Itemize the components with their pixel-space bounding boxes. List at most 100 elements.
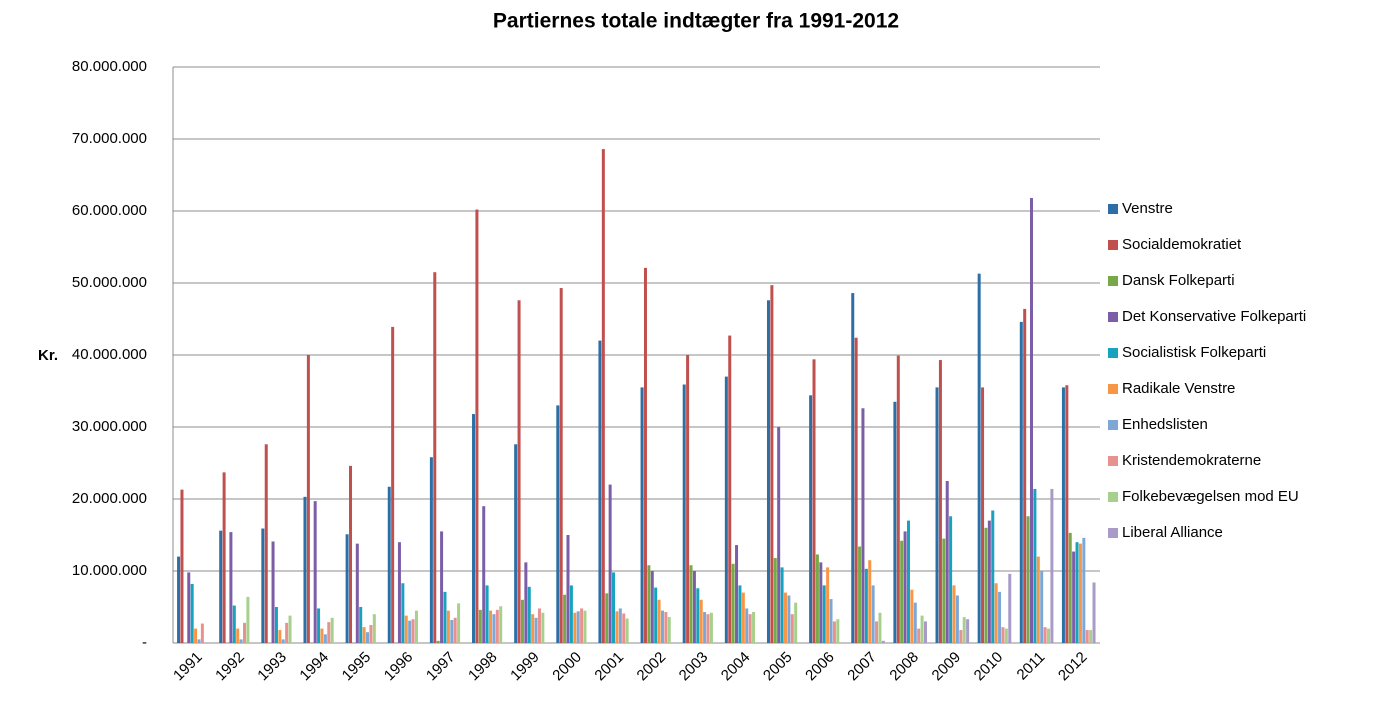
- bar: [187, 572, 191, 643]
- bar: [366, 632, 370, 643]
- bar: [243, 622, 247, 643]
- bar: [355, 543, 359, 643]
- legend-swatch: [1108, 204, 1118, 214]
- bar: [650, 571, 654, 643]
- bar: [822, 585, 826, 643]
- bar: [640, 387, 644, 643]
- bar: [261, 528, 265, 643]
- bar: [692, 571, 696, 643]
- bar: [1075, 542, 1079, 643]
- bar: [689, 565, 693, 643]
- y-tick-label: 70.000.000: [72, 130, 147, 147]
- bar: [472, 414, 476, 643]
- bar: [900, 540, 904, 643]
- bar: [429, 457, 433, 643]
- bar: [1040, 571, 1044, 643]
- bar: [1043, 627, 1047, 643]
- bar: [654, 587, 658, 643]
- bar: [815, 554, 819, 643]
- bar: [871, 585, 875, 643]
- bar: [527, 586, 531, 643]
- bar: [959, 630, 963, 643]
- legend-label: Radikale Venstre: [1122, 380, 1235, 397]
- bar: [981, 387, 985, 643]
- bar: [783, 592, 787, 643]
- bar: [313, 501, 317, 643]
- x-tick-label: 2003: [676, 649, 712, 685]
- bar: [686, 355, 690, 643]
- bar: [780, 567, 784, 643]
- bar: [278, 630, 282, 643]
- bar: [345, 534, 349, 643]
- bar: [766, 300, 770, 643]
- bar: [861, 408, 865, 643]
- legend-swatch: [1108, 528, 1118, 538]
- bar: [453, 617, 457, 643]
- x-tick-label: 1995: [339, 649, 375, 685]
- bar: [397, 542, 401, 643]
- bar: [197, 639, 201, 643]
- bar: [832, 621, 836, 643]
- bar: [945, 481, 949, 643]
- bar: [1029, 198, 1033, 644]
- bar: [893, 401, 897, 643]
- bar: [1033, 488, 1037, 643]
- x-tick-label: 1991: [170, 649, 206, 685]
- bar: [514, 444, 518, 643]
- legend-swatch: [1108, 348, 1118, 358]
- legend-label: Venstre: [1122, 200, 1173, 217]
- bar: [1019, 321, 1023, 643]
- x-tick-label: 1997: [423, 649, 459, 685]
- bar: [475, 209, 479, 643]
- bar: [777, 427, 781, 643]
- x-tick-label: 2012: [1055, 649, 1091, 685]
- bar: [942, 538, 946, 643]
- bar: [920, 615, 924, 643]
- bar: [858, 546, 862, 643]
- bar: [450, 619, 454, 643]
- bar: [436, 640, 440, 643]
- bar: [433, 272, 437, 643]
- bar: [1072, 551, 1076, 643]
- y-tick-label: 50.000.000: [72, 274, 147, 291]
- legend-swatch: [1108, 384, 1118, 394]
- bar: [440, 531, 444, 643]
- x-tick-label: 2009: [929, 649, 965, 685]
- bar: [1061, 387, 1065, 643]
- bar: [706, 614, 710, 643]
- legend-label: Liberal Alliance: [1122, 524, 1223, 541]
- bar: [288, 615, 292, 643]
- bar: [1092, 582, 1096, 643]
- x-tick-label: 1998: [465, 649, 501, 685]
- y-tick-label: 10.000.000: [72, 562, 147, 579]
- bar: [991, 510, 995, 643]
- bar: [731, 563, 735, 643]
- bar: [482, 506, 486, 643]
- bar: [404, 615, 408, 643]
- bar: [541, 612, 545, 643]
- bar: [618, 608, 622, 643]
- bar: [1036, 556, 1040, 643]
- bar: [190, 583, 194, 643]
- bar: [1046, 628, 1050, 643]
- bar: [330, 617, 334, 643]
- y-tick-label: 40.000.000: [72, 346, 147, 363]
- bar: [699, 599, 703, 643]
- bar: [923, 621, 927, 643]
- bar: [854, 337, 858, 643]
- bar: [878, 612, 882, 643]
- bar: [612, 572, 616, 643]
- bar: [443, 591, 447, 643]
- bar: [306, 355, 310, 643]
- bar: [696, 588, 700, 643]
- bar: [935, 387, 939, 643]
- bar: [566, 535, 570, 643]
- bar: [643, 267, 647, 643]
- bar: [499, 606, 503, 643]
- bar: [745, 608, 749, 643]
- bar: [994, 583, 998, 643]
- bar: [478, 609, 482, 643]
- bar: [1008, 573, 1012, 643]
- x-tick-label: 1996: [381, 649, 417, 685]
- bar: [868, 560, 872, 643]
